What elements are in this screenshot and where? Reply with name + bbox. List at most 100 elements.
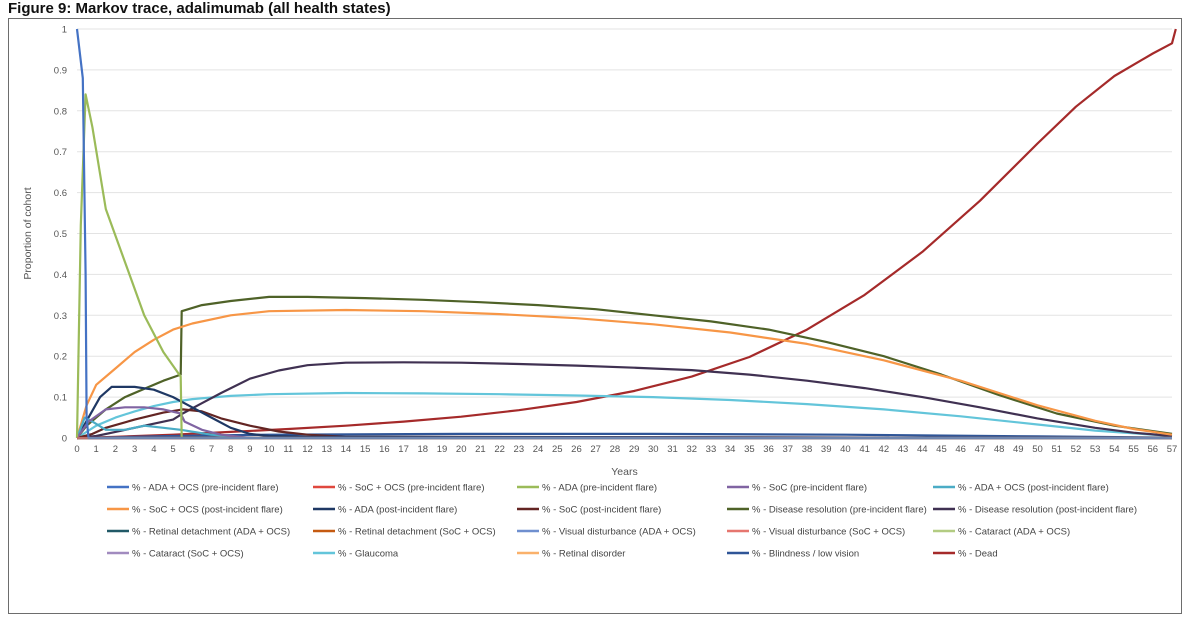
x-tick-label: 35 <box>744 444 755 455</box>
series-line-5 <box>75 308 1173 439</box>
x-tick-label: 52 <box>1071 444 1082 455</box>
x-tick-label: 28 <box>610 444 621 455</box>
x-tick-label: 10 <box>264 444 275 455</box>
legend-label: % - Visual disturbance (SoC + OCS) <box>752 527 905 538</box>
x-tick-label: 17 <box>398 444 409 455</box>
legend-label: % - Retinal detachment (ADA + OCS) <box>132 527 290 538</box>
x-tick-label: 4 <box>151 444 156 455</box>
x-tick-label: 50 <box>1032 444 1043 455</box>
x-tick-label: 21 <box>475 444 486 455</box>
x-tick-label: 41 <box>859 444 870 455</box>
x-tick-label: 26 <box>571 444 582 455</box>
series-line-3 <box>76 406 1172 440</box>
x-tick-label: 29 <box>629 444 640 455</box>
x-tick-label: 34 <box>725 444 736 455</box>
x-tick-label: 25 <box>552 444 563 455</box>
x-tick-label: 14 <box>341 444 352 455</box>
y-axis-title: Proportion of cohort <box>22 187 34 279</box>
y-tick-label: 0.1 <box>54 393 67 404</box>
y-tick-label: 0.9 <box>54 65 67 76</box>
series-line-9 <box>76 361 1173 440</box>
series-line-18 <box>76 432 1173 440</box>
x-tick-label: 36 <box>763 444 774 455</box>
legend-label: % - Disease resolution (post-incident fl… <box>958 505 1137 516</box>
y-tick-label: 0.6 <box>54 188 67 199</box>
legend-label: % - SoC + OCS (post-incident flare) <box>132 505 283 516</box>
x-tick-label: 20 <box>456 444 467 455</box>
x-tick-label: 23 <box>514 444 525 455</box>
figure-title: Figure 9: Markov trace, adalimumab (all … <box>8 0 391 17</box>
legend-label: % - Visual disturbance (ADA + OCS) <box>542 527 696 538</box>
x-tick-label: 48 <box>994 444 1005 455</box>
x-tick-label: 32 <box>686 444 697 455</box>
y-tick-label: 1 <box>62 25 67 36</box>
x-tick-label: 30 <box>648 444 659 455</box>
x-tick-label: 7 <box>209 444 214 455</box>
y-axis-ticks: 0 0.1 0.2 0.3 0.4 0.5 0.6 0.7 0.8 0.9 1 <box>54 25 67 445</box>
y-tick-label: 0.8 <box>54 106 67 117</box>
x-tick-label: 2 <box>113 444 118 455</box>
x-tick-label: 1 <box>94 444 99 455</box>
legend-label: % - SoC + OCS (pre-incident flare) <box>338 483 485 494</box>
x-tick-label: 24 <box>533 444 544 455</box>
x-tick-label: 8 <box>228 444 233 455</box>
x-tick-label: 5 <box>170 444 175 455</box>
x-tick-label: 39 <box>821 444 832 455</box>
x-tick-label: 12 <box>302 444 313 455</box>
x-tick-label: 51 <box>1051 444 1062 455</box>
x-tick-label: 15 <box>360 444 371 455</box>
series-line-8 <box>76 295 1173 439</box>
x-tick-label: 37 <box>783 444 794 455</box>
x-tick-label: 22 <box>494 444 505 455</box>
x-tick-label: 46 <box>955 444 966 455</box>
y-tick-label: 0.5 <box>54 229 67 240</box>
legend-label: % - Retinal disorder <box>542 549 625 560</box>
x-axis-title: Years <box>611 466 637 478</box>
legend-label: % - Cataract (SoC + OCS) <box>132 549 244 560</box>
x-tick-label: 31 <box>667 444 678 455</box>
x-tick-label: 40 <box>840 444 851 455</box>
x-tick-label: 6 <box>190 444 195 455</box>
x-tick-label: 57 <box>1167 444 1178 455</box>
x-tick-label: 53 <box>1090 444 1101 455</box>
y-tick-label: 0.7 <box>54 147 67 158</box>
x-tick-label: 33 <box>706 444 717 455</box>
legend-label: % - Disease resolution (pre-incident fla… <box>752 505 927 516</box>
legend-label: % - SoC (pre-incident flare) <box>752 483 867 494</box>
legend-label: % - ADA (pre-incident flare) <box>542 483 657 494</box>
y-tick-label: 0.4 <box>54 270 67 281</box>
x-tick-label: 13 <box>321 444 332 455</box>
legend-label: % - Dead <box>958 549 998 560</box>
y-tick-label: 0.3 <box>54 311 67 322</box>
x-tick-label: 55 <box>1128 444 1139 455</box>
x-tick-label: 18 <box>418 444 429 455</box>
legend-label: % - SoC (post-incident flare) <box>542 505 661 516</box>
series-line-16 <box>76 391 1173 439</box>
x-tick-label: 54 <box>1109 444 1120 455</box>
x-tick-label: 47 <box>975 444 986 455</box>
chart-legend: % - ADA + OCS (pre-incident flare) % - So… <box>107 483 1137 560</box>
legend-label: % - Blindness / low vision <box>752 549 859 560</box>
x-tick-label: 19 <box>437 444 448 455</box>
x-tick-label: 11 <box>283 444 293 455</box>
x-tick-label: 3 <box>132 444 137 455</box>
legend-label: % - Glaucoma <box>338 549 399 560</box>
legend-label: % - ADA + OCS (post-incident flare) <box>958 483 1109 494</box>
legend-label: % - ADA + OCS (pre-incident flare) <box>132 483 279 494</box>
legend-label: % - ADA (post-incident flare) <box>338 505 457 516</box>
gridlines <box>77 28 1172 398</box>
legend-label: % - Cataract (ADA + OCS) <box>958 527 1070 538</box>
x-tick-label: 43 <box>898 444 909 455</box>
x-axis-ticks: 0 1 2 3 4 5 6 7 8 9 10 11 12 13 14 15 16 17 18 19 20 21 22 23 24… <box>74 444 1177 455</box>
x-tick-label: 42 <box>879 444 890 455</box>
x-tick-label: 56 <box>1148 444 1159 455</box>
series-line-2 <box>75 93 1172 440</box>
x-tick-label: 27 <box>590 444 601 455</box>
y-tick-label: 0.2 <box>54 352 67 363</box>
x-tick-label: 0 <box>74 444 79 455</box>
x-tick-label: 45 <box>936 444 947 455</box>
legend-label: % - Retinal detachment (SoC + OCS) <box>338 527 496 538</box>
x-tick-label: 9 <box>247 444 252 455</box>
